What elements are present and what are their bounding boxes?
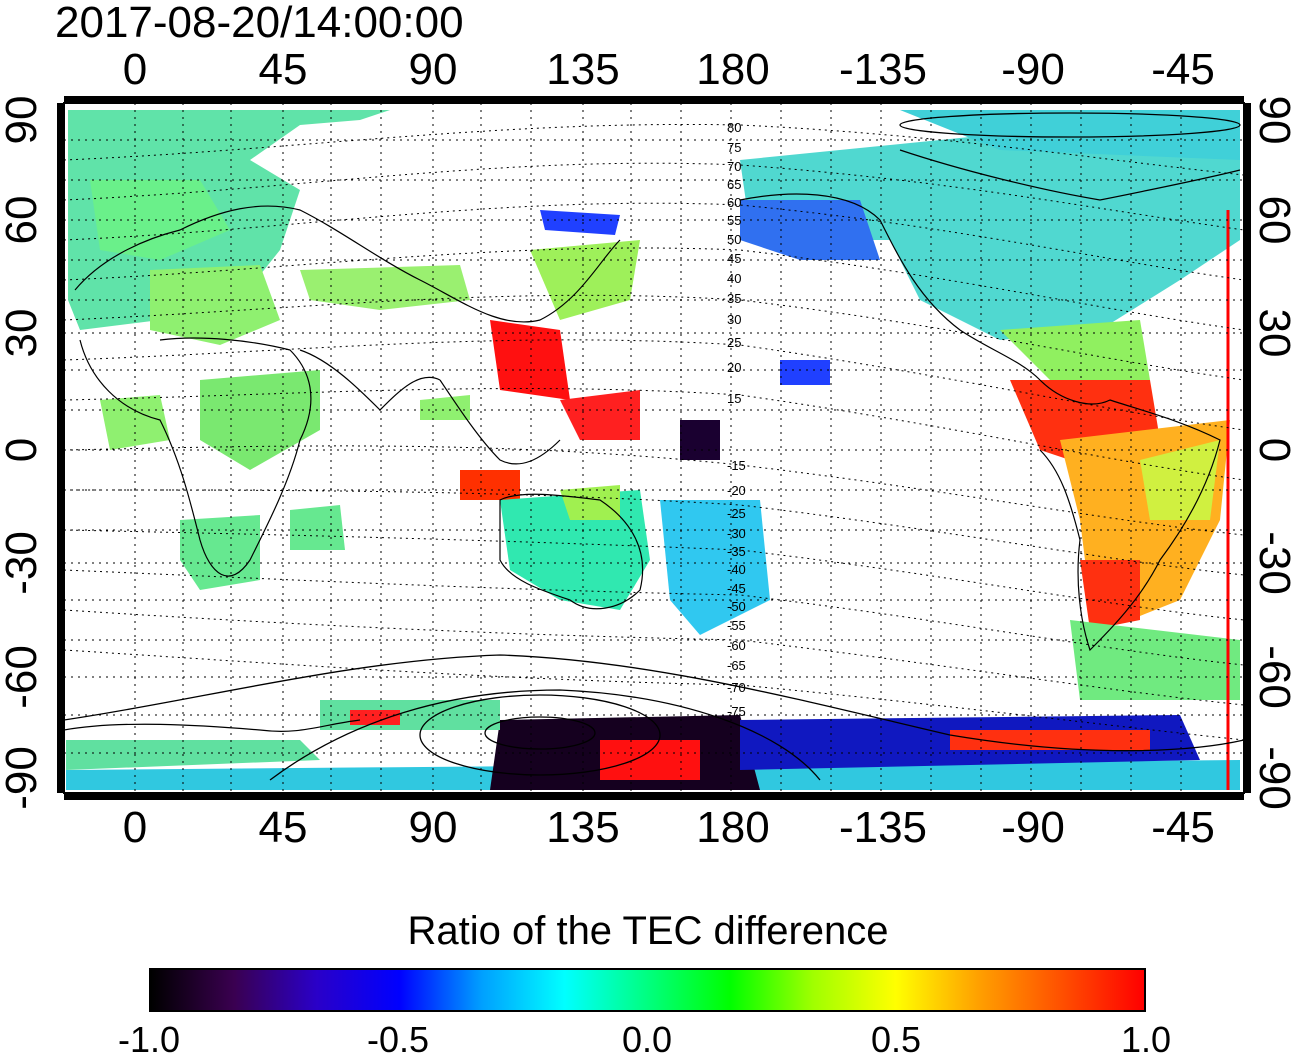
lon-tick-top: 0 xyxy=(122,45,148,94)
mlat-label: 65 xyxy=(727,177,741,192)
lon-tick-bottom: 45 xyxy=(258,803,308,852)
lat-tick-right: 30 xyxy=(1250,308,1296,358)
lon-tick-bottom: 135 xyxy=(546,803,620,852)
axis-ticks xyxy=(57,96,1251,800)
colorbar-title: Ratio of the TEC difference xyxy=(407,909,889,953)
lon-tick-bottom: -90 xyxy=(1001,803,1065,852)
lat-tick-right: -60 xyxy=(1250,645,1296,709)
lon-tick-bottom: -135 xyxy=(838,803,928,852)
contour-lines xyxy=(63,112,1245,781)
mlat-label: -40 xyxy=(727,562,746,577)
mlat-label: 40 xyxy=(727,271,741,286)
lon-tick-bottom: 180 xyxy=(696,803,770,852)
lat-tick-left: 90 xyxy=(0,95,46,145)
lat-tick-left: -90 xyxy=(0,746,46,810)
lon-tick-bottom: 90 xyxy=(408,803,458,852)
map-timestamp: 2017-08-20/14:00:00 xyxy=(55,0,464,47)
mlat-label: 25 xyxy=(727,335,741,350)
colorbar-tick: -1.0 xyxy=(117,1019,181,1060)
mlat-label: 20 xyxy=(727,360,741,375)
mlat-label: -75 xyxy=(727,704,746,719)
mlat-label: -35 xyxy=(727,544,746,559)
lon-tick-top: -45 xyxy=(1151,45,1215,94)
lat-tick-right: -90 xyxy=(1250,746,1296,810)
mlat-label: -45 xyxy=(727,581,746,596)
tec-data-layer xyxy=(66,110,1240,790)
lat-tick-left: 30 xyxy=(0,308,46,358)
lat-tick-right: 0 xyxy=(1250,437,1296,463)
lat-tick-right: 90 xyxy=(1250,95,1296,145)
lon-tick-top: -90 xyxy=(1001,45,1065,94)
lon-tick-top: 45 xyxy=(258,45,308,94)
colorbar-tick: 1.0 xyxy=(1120,1019,1172,1060)
mlat-label: 35 xyxy=(727,291,741,306)
mlat-label: 80 xyxy=(727,120,741,135)
lat-tick-left: 60 xyxy=(0,195,46,245)
lat-tick-left: -60 xyxy=(0,645,46,709)
coastlines xyxy=(63,149,1241,732)
mlat-label: -70 xyxy=(727,680,746,695)
lon-tick-top: 90 xyxy=(408,45,458,94)
mlat-label: 70 xyxy=(727,159,741,174)
mlat-label: -50 xyxy=(727,599,746,614)
lat-tick-right: -30 xyxy=(1250,531,1296,595)
colorbar-tick: -0.5 xyxy=(366,1019,430,1060)
lat-tick-left: 0 xyxy=(0,437,46,463)
lon-tick-top: 135 xyxy=(546,45,620,94)
lat-tick-right: 60 xyxy=(1250,195,1296,245)
lon-tick-bottom: 0 xyxy=(122,803,148,852)
mlat-label: -25 xyxy=(727,506,746,521)
mlat-label: 55 xyxy=(727,213,741,228)
colorbar-tick: 0.0 xyxy=(621,1019,673,1060)
mlat-label: -65 xyxy=(727,658,746,673)
mlat-label: -15 xyxy=(727,458,746,473)
mlat-label: 50 xyxy=(727,232,741,247)
colorbar-tick: 0.5 xyxy=(870,1019,922,1060)
magnetic-latitude-labels: 80 75 70 65 60 55 50 45 40 35 30 25 20 1… xyxy=(727,120,746,719)
mlat-label: 45 xyxy=(727,251,741,266)
lon-tick-top: 180 xyxy=(696,45,770,94)
magnetic-latitude-lines xyxy=(63,123,1245,741)
mlat-label: 75 xyxy=(727,140,741,155)
mlat-label: -55 xyxy=(727,618,746,633)
mlat-label: -30 xyxy=(727,526,746,541)
lon-tick-top: -135 xyxy=(838,45,928,94)
mlat-label: 60 xyxy=(727,195,741,210)
mlat-label: -60 xyxy=(727,638,746,653)
graticule xyxy=(64,103,1244,793)
mlat-label: 30 xyxy=(727,312,741,327)
lat-tick-left: -30 xyxy=(0,531,46,595)
lon-tick-bottom: -45 xyxy=(1151,803,1215,852)
mlat-label: 15 xyxy=(727,391,741,406)
colorbar xyxy=(149,968,1146,1012)
mlat-label: -20 xyxy=(727,483,746,498)
